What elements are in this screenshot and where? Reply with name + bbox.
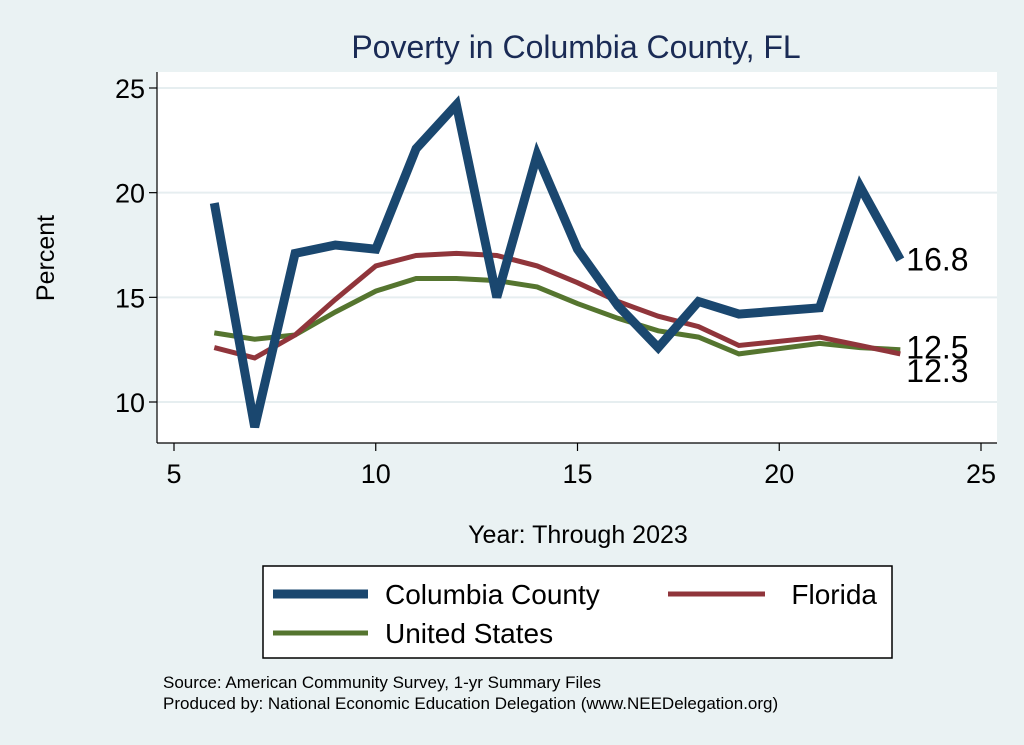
end-labels: 16.8 12.312.5: [906, 242, 968, 389]
legend-label-columbia-county: Columbia County: [385, 579, 600, 610]
series-line-columbia-county: [209, 95, 905, 429]
x-tick-label-10: 10: [361, 459, 391, 489]
series-line-florida: [213, 250, 901, 361]
y-tick-label-15: 15: [115, 283, 145, 313]
legend-box: [262, 565, 893, 659]
x-tick-label-25: 25: [966, 459, 996, 489]
gridlines: [157, 87, 997, 403]
x-axis-title: Year: Through 2023: [468, 521, 688, 549]
x-tick-label-15: 15: [562, 459, 592, 489]
axes: 10 15 20 25 5 10 15 20 25: [115, 72, 997, 489]
series-lines: [209, 95, 905, 429]
source-note: Source: American Community Survey, 1-yr …: [163, 673, 601, 692]
chart-title: Poverty in Columbia County, FL: [351, 29, 800, 65]
produced-note: Produced by: National Economic Education…: [163, 694, 778, 713]
y-axis-title: Percent: [32, 215, 60, 301]
y-tick-label-20: 20: [115, 179, 145, 209]
legend-label-united-states: United States: [385, 618, 553, 649]
legend-label-florida: Florida: [791, 579, 877, 610]
plot-area: [157, 72, 997, 443]
x-tick-label-5: 5: [166, 459, 181, 489]
end-label-florida: 12.3: [906, 353, 968, 389]
end-label-columbia-county: 16.8: [906, 242, 968, 278]
end-label-united-states: 12.5: [906, 330, 968, 366]
series-line-united-states: [213, 276, 901, 357]
y-tick-label-10: 10: [115, 388, 145, 418]
y-tick-label-25: 25: [115, 74, 145, 104]
x-tick-label-20: 20: [764, 459, 794, 489]
legend: Columbia County Florida United States: [262, 565, 893, 659]
